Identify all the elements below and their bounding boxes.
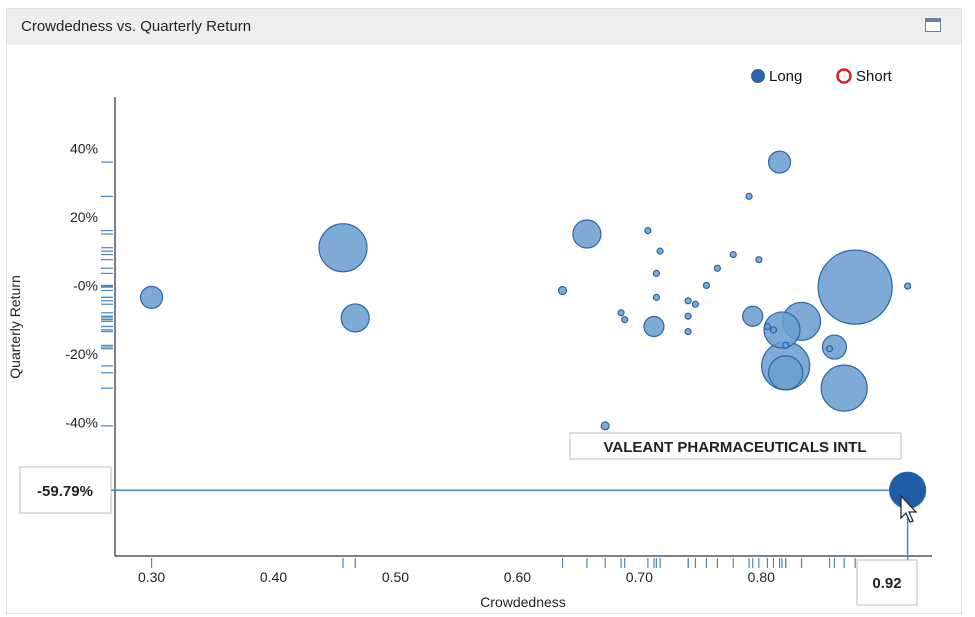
- data-point[interactable]: [656, 247, 664, 255]
- data-point[interactable]: [600, 421, 610, 431]
- x-readout-box: [856, 559, 918, 606]
- panel-title: Crowdedness vs. Quarterly Return: [21, 18, 252, 35]
- legend-short-marker: [836, 68, 852, 84]
- data-point[interactable]: [652, 293, 661, 301]
- crosshair: [111, 489, 909, 560]
- data-point[interactable]: [691, 300, 700, 308]
- data-point[interactable]: [684, 312, 692, 320]
- data-point[interactable]: [621, 316, 629, 324]
- data-point[interactable]: [755, 256, 763, 264]
- data-point[interactable]: [768, 355, 804, 391]
- y-axis-ticks: 40% 20% -0% -20% -40%: [65, 140, 98, 430]
- x-axis-ticks: 0.30 0.40 0.50 0.60 0.70 0.80: [138, 569, 775, 585]
- x-readout: 0.92: [872, 575, 901, 592]
- y-tick-label: -20%: [65, 346, 98, 362]
- data-point[interactable]: [557, 285, 568, 296]
- x-rug: [150, 558, 909, 568]
- legend: Long Short: [751, 68, 893, 85]
- data-point[interactable]: [820, 364, 868, 412]
- y-tick-label: 20%: [70, 209, 98, 225]
- data-point[interactable]: [139, 285, 164, 309]
- data-point[interactable]: [763, 322, 771, 331]
- tooltip-label: VALEANT PHARMACEUTICALS INTL: [603, 439, 866, 456]
- x-tick-label: 0.70: [626, 569, 653, 585]
- data-point[interactable]: [684, 297, 692, 305]
- legend-item-long[interactable]: Long: [751, 68, 802, 85]
- tooltip-label-box: [569, 432, 902, 460]
- data-point[interactable]: [684, 328, 692, 336]
- x-tick-label: 0.30: [138, 569, 165, 585]
- x-tick-label: 0.60: [504, 569, 531, 585]
- data-point[interactable]: [763, 311, 801, 349]
- mouse-cursor-icon: [900, 494, 918, 523]
- y-tick-label: 40%: [70, 140, 98, 156]
- data-point[interactable]: [769, 326, 778, 334]
- x-tick-label: 0.80: [748, 569, 775, 585]
- data-point[interactable]: [817, 249, 893, 325]
- data-point[interactable]: [572, 219, 602, 249]
- data-point[interactable]: [729, 250, 737, 259]
- y-readout: -59.79%: [37, 483, 93, 500]
- legend-long-marker: [751, 69, 765, 83]
- data-point[interactable]: [318, 223, 368, 273]
- data-point[interactable]: [825, 345, 834, 353]
- data-point[interactable]: [644, 226, 652, 235]
- panel-header: Crowdedness vs. Quarterly Return: [7, 9, 961, 45]
- data-point[interactable]: [643, 315, 665, 338]
- x-tick-label: 0.40: [260, 569, 287, 585]
- y-tick-label: -40%: [65, 414, 98, 430]
- data-point[interactable]: [904, 282, 912, 290]
- y-axis-title: Quarterly Return: [7, 275, 23, 378]
- y-readout-box: [19, 466, 112, 514]
- x-axis-title: Crowdedness: [480, 594, 566, 610]
- data-point[interactable]: [340, 303, 370, 333]
- y-rug: [101, 161, 113, 491]
- data-point[interactable]: [702, 281, 711, 289]
- window-maximize-icon[interactable]: [925, 18, 941, 32]
- x-tick-label: 0.50: [382, 569, 409, 585]
- data-point[interactable]: [821, 334, 848, 360]
- legend-item-short[interactable]: Short: [836, 68, 893, 85]
- data-point[interactable]: [713, 264, 721, 272]
- hover-tooltip: VALEANT PHARMACEUTICALS INTL -59.79% 0.9…: [19, 432, 918, 606]
- y-tick-label: -0%: [73, 277, 98, 293]
- data-points: [139, 150, 927, 509]
- data-point[interactable]: [617, 309, 625, 317]
- data-point[interactable]: [745, 192, 753, 200]
- legend-short-label: Short: [856, 68, 893, 85]
- data-point[interactable]: [742, 305, 764, 327]
- legend-long-label: Long: [769, 68, 802, 85]
- data-point[interactable]: [652, 269, 661, 278]
- data-point[interactable]: [767, 150, 792, 174]
- data-point[interactable]: [782, 341, 790, 349]
